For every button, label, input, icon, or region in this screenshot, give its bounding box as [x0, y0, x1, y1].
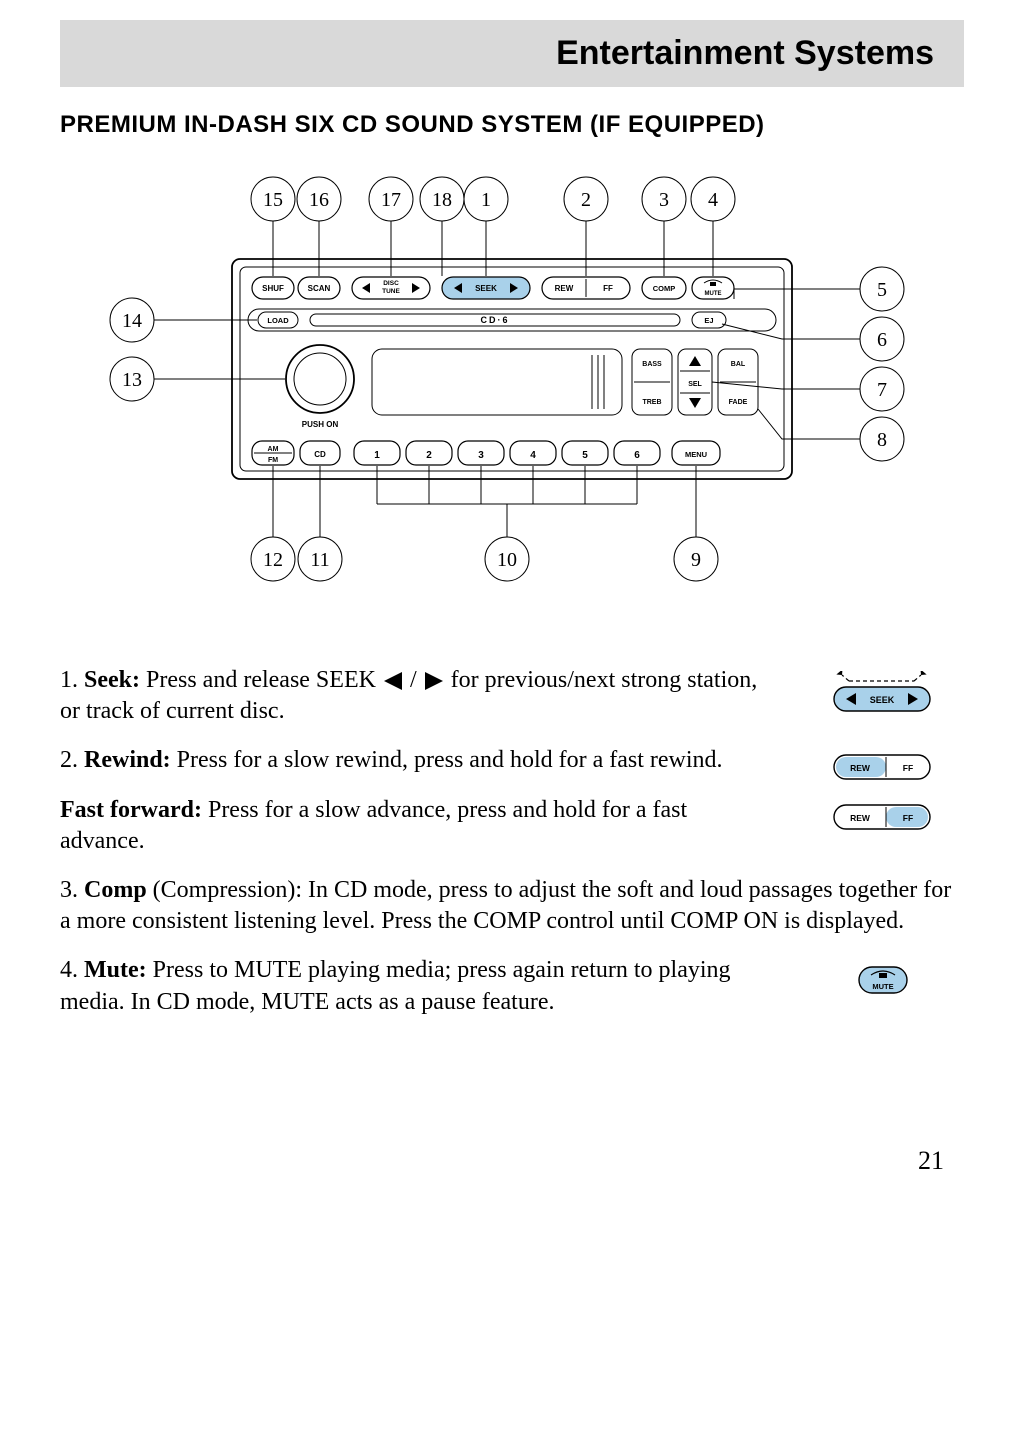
svg-text:FF: FF: [903, 813, 913, 823]
rew-button-icon: REW FF: [804, 745, 964, 794]
svg-text:REW: REW: [850, 763, 871, 773]
bal-label: BAL: [731, 361, 746, 368]
disc-label: DISC: [383, 280, 399, 287]
bass-label: BASS: [642, 361, 662, 368]
rew-label: REW: [555, 284, 574, 293]
svg-text:REW: REW: [850, 813, 871, 823]
scan-label: SCAN: [308, 284, 331, 293]
callouts-top: 15 16 17 18 1 2 3 4: [251, 177, 735, 276]
ff-button-icon: REW FF: [804, 795, 964, 844]
instruction-3: 3. Comp (Compression): In CD mode, press…: [60, 875, 964, 937]
svg-text:MUTE: MUTE: [872, 982, 893, 991]
instruction-4: 4. Mute: Press to MUTE playing media; pr…: [60, 955, 764, 1017]
svg-text:7: 7: [877, 379, 887, 401]
svg-text:16: 16: [309, 189, 329, 211]
treb-label: TREB: [642, 399, 661, 406]
svg-text:12: 12: [263, 549, 283, 571]
svg-text:FF: FF: [903, 763, 913, 773]
radio-diagram: SHUF SCAN DISC TUNE SEEK REW FF COMP MUT…: [60, 159, 964, 639]
svg-text:9: 9: [691, 549, 701, 571]
shuf-label: SHUF: [262, 284, 284, 293]
svg-text:14: 14: [122, 310, 142, 332]
seek-button-icon: SEEK: [804, 665, 964, 730]
instruction-ff: Fast forward: Press for a slow advance, …: [60, 795, 764, 857]
svg-text:1: 1: [481, 189, 491, 211]
instruction-2: 2. Rewind: Press for a slow rewind, pres…: [60, 745, 764, 776]
svg-text:3: 3: [478, 450, 484, 461]
instructions: 1. Seek: Press and release SEEK / for pr…: [60, 665, 964, 1036]
svg-text:5: 5: [877, 279, 887, 301]
pushon-label: PUSH ON: [302, 420, 339, 429]
svg-text:1: 1: [374, 450, 380, 461]
ff-label: FF: [603, 284, 613, 293]
page-header: Entertainment Systems: [556, 34, 934, 72]
seek-label: SEEK: [475, 284, 497, 293]
tune-label: TUNE: [382, 288, 400, 295]
svg-text:2: 2: [426, 450, 432, 461]
svg-text:18: 18: [432, 189, 452, 211]
mute-label: MUTE: [705, 291, 722, 297]
svg-text:11: 11: [310, 549, 329, 571]
preset-buttons: 1 2 3 4 5 6: [354, 441, 660, 465]
fm-label: FM: [268, 457, 278, 464]
cd6-label: CD·6: [480, 315, 509, 325]
page-number: 21: [918, 1146, 944, 1176]
svg-text:6: 6: [877, 329, 887, 351]
svg-text:4: 4: [530, 450, 536, 461]
sel-label: SEL: [688, 381, 702, 388]
callouts-left: 14 13: [110, 298, 285, 401]
svg-text:17: 17: [381, 189, 401, 211]
mute-button-icon: MUTE: [804, 955, 964, 1010]
svg-text:15: 15: [263, 189, 283, 211]
callouts-bottom: 12 11 10 9: [251, 466, 718, 581]
instruction-1: 1. Seek: Press and release SEEK / for pr…: [60, 665, 764, 727]
svg-text:5: 5: [582, 450, 588, 461]
fade-label: FADE: [729, 399, 748, 406]
load-label: LOAD: [267, 316, 289, 325]
svg-text:3: 3: [659, 189, 669, 211]
svg-text:2: 2: [581, 189, 591, 211]
header-band: Entertainment Systems: [60, 20, 964, 87]
section-title: PREMIUM IN-DASH SIX CD SOUND SYSTEM (IF …: [60, 111, 964, 139]
svg-text:8: 8: [877, 429, 887, 451]
menu-label: MENU: [685, 450, 707, 459]
svg-text:6: 6: [634, 450, 640, 461]
svg-text:4: 4: [708, 189, 718, 211]
svg-text:13: 13: [122, 369, 142, 391]
am-label: AM: [268, 446, 279, 453]
svg-text:SEEK: SEEK: [870, 695, 895, 705]
cd-label: CD: [314, 450, 326, 459]
svg-text:10: 10: [497, 549, 517, 571]
ej-label: EJ: [704, 316, 713, 325]
comp-label: COMP: [653, 284, 676, 293]
